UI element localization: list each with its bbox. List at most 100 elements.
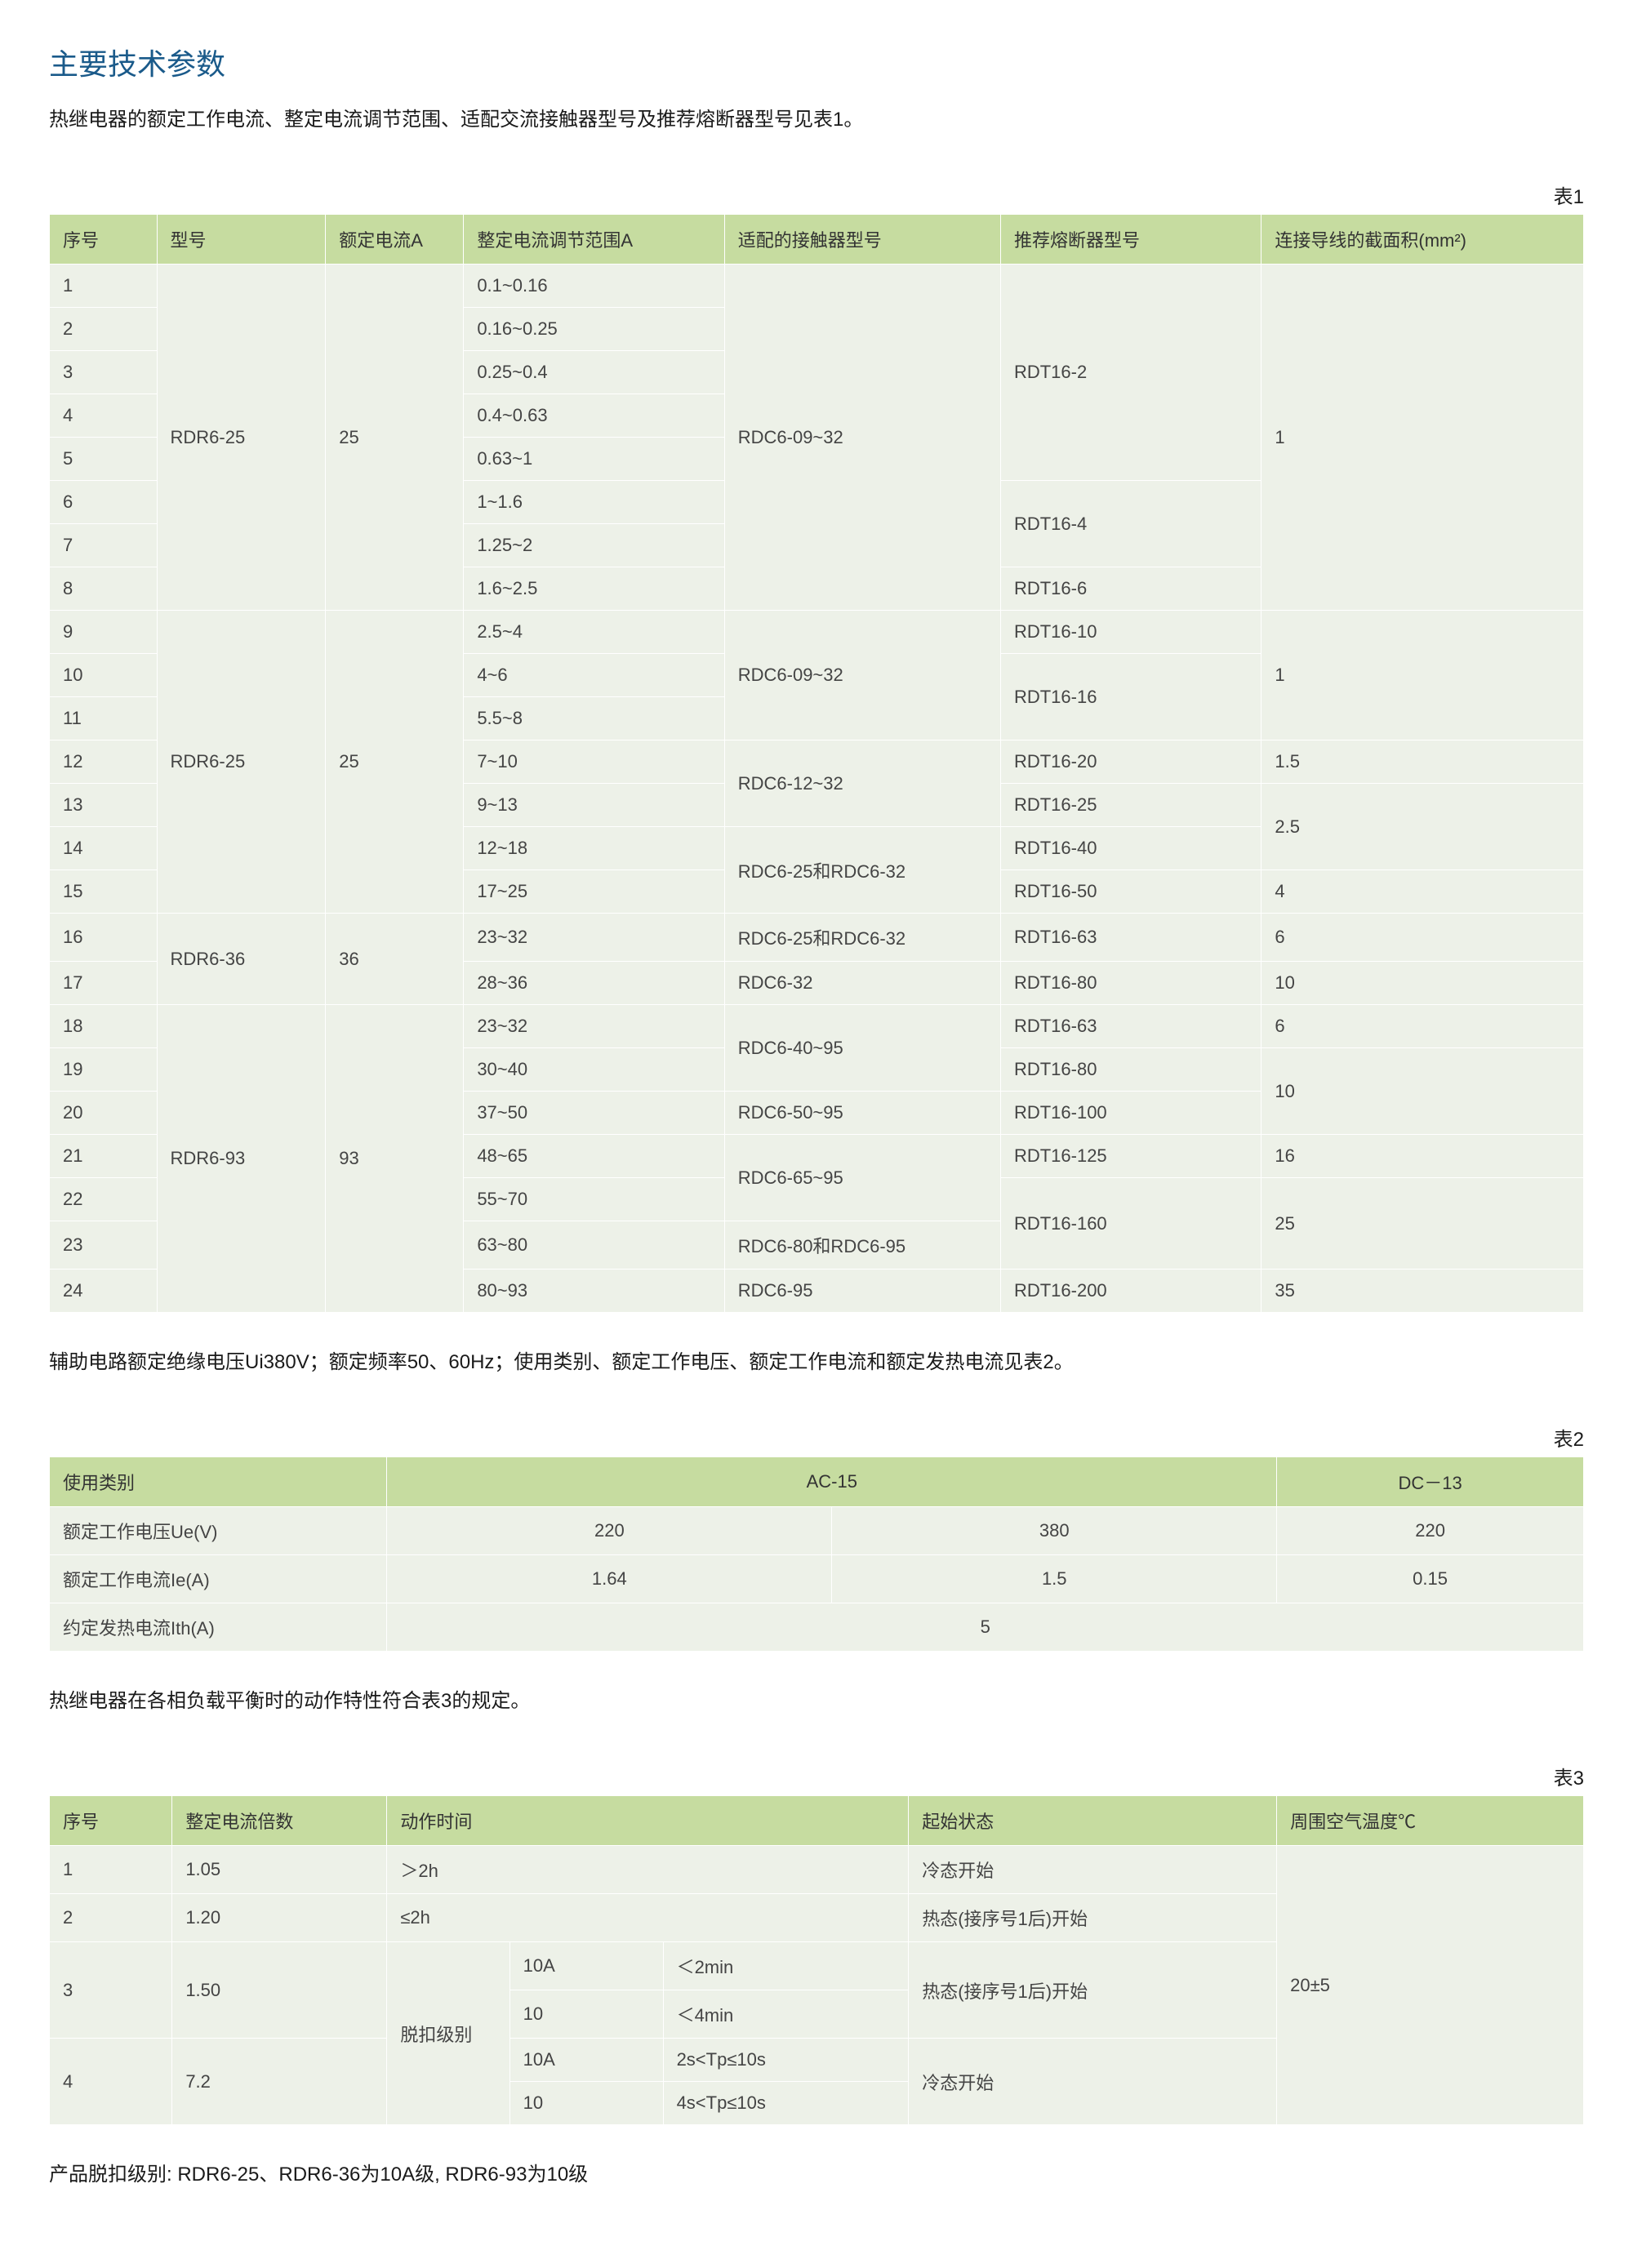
cell: 15 [50, 870, 158, 914]
cell: 10 [50, 654, 158, 697]
cell: RDT16-6 [1000, 567, 1261, 611]
cell: 热态(接序号1后)开始 [909, 1894, 1277, 1942]
cell: 12 [50, 740, 158, 784]
cell: 24 [50, 1270, 158, 1313]
t1-h-contactor: 适配的接触器型号 [724, 215, 1000, 265]
cell: 80~93 [464, 1270, 724, 1313]
cell: 2.5~4 [464, 611, 724, 654]
cell: 16 [1261, 1135, 1584, 1178]
cell: RDC6-95 [724, 1270, 1000, 1313]
cell: 25 [326, 265, 464, 611]
cell: 脱扣级别 [387, 1942, 509, 2125]
cell: 0.63~1 [464, 438, 724, 481]
table-row: 16 RDR6-36 36 23~32 RDC6-25和RDC6-32 RDT1… [50, 914, 1584, 962]
table-row: 9 RDR6-25 25 2.5~4 RDC6-09~32 RDT16-10 1 [50, 611, 1584, 654]
cell: RDT16-40 [1000, 827, 1261, 870]
intro-text-3: 热继电器在各相负载平衡时的动作特性符合表3的规定。 [49, 1684, 1584, 1713]
cell: ≤2h [387, 1894, 909, 1942]
cell: 整定电流倍数 [172, 1796, 387, 1846]
cell: RDT16-80 [1000, 1048, 1261, 1092]
cell: 20 [50, 1092, 158, 1135]
cell: 热态(接序号1后)开始 [909, 1942, 1277, 2039]
table-row: 约定发热电流Ith(A) 5 [50, 1603, 1584, 1652]
cell: RDT16-4 [1000, 481, 1261, 567]
t1-h-seq: 序号 [50, 215, 158, 265]
cell: 36 [326, 914, 464, 1005]
cell: RDT16-80 [1000, 962, 1261, 1005]
cell: 12~18 [464, 827, 724, 870]
cell: 28~36 [464, 962, 724, 1005]
cell: 1 [1261, 611, 1584, 740]
cell: ＞2h [387, 1846, 909, 1894]
cell: RDT16-200 [1000, 1270, 1261, 1313]
cell: 1.50 [172, 1942, 387, 2039]
cell: 冷态开始 [909, 1846, 1277, 1894]
cell: 10 [1261, 1048, 1584, 1135]
cell: 380 [832, 1507, 1277, 1555]
cell: 25 [326, 611, 464, 914]
table1-header-row: 序号 型号 额定电流A 整定电流调节范围A 适配的接触器型号 推荐熔断器型号 连… [50, 215, 1584, 265]
cell: 10A [509, 1942, 663, 1990]
cell: 1.6~2.5 [464, 567, 724, 611]
cell: 11 [50, 697, 158, 740]
cell: RDC6-09~32 [724, 265, 1000, 611]
cell: RDR6-93 [157, 1005, 326, 1313]
table-row: 18 RDR6-93 93 23~32 RDC6-40~95 RDT16-63 … [50, 1005, 1584, 1048]
cell: 14 [50, 827, 158, 870]
cell: 48~65 [464, 1135, 724, 1178]
cell: 4~6 [464, 654, 724, 697]
cell: RDT16-16 [1000, 654, 1261, 740]
table-1: 序号 型号 额定电流A 整定电流调节范围A 适配的接触器型号 推荐熔断器型号 连… [49, 214, 1584, 1313]
cell: RDR6-25 [157, 265, 326, 611]
cell: 6 [50, 481, 158, 524]
cell: 23~32 [464, 914, 724, 962]
cell: RDT16-25 [1000, 784, 1261, 827]
cell: 10 [509, 2082, 663, 2125]
t1-h-fuse: 推荐熔断器型号 [1000, 215, 1261, 265]
cell: RDC6-32 [724, 962, 1000, 1005]
table-row: 额定工作电流Ie(A) 1.64 1.5 0.15 [50, 1555, 1584, 1603]
cell: RDT16-125 [1000, 1135, 1261, 1178]
cell: 10A [509, 2039, 663, 2082]
table-2: 使用类别 AC-15 DC－13 额定工作电压Ue(V) 220 380 220… [49, 1456, 1584, 1652]
cell: 0.4~0.63 [464, 394, 724, 438]
cell: RDC6-65~95 [724, 1135, 1000, 1221]
cell: 起始状态 [909, 1796, 1277, 1846]
cell: 1.25~2 [464, 524, 724, 567]
cell: 18 [50, 1005, 158, 1048]
cell: RDC6-12~32 [724, 740, 1000, 827]
cell: RDT16-2 [1000, 265, 1261, 481]
cell: RDT16-20 [1000, 740, 1261, 784]
cell: 5.5~8 [464, 697, 724, 740]
t1-h-rated: 额定电流A [326, 215, 464, 265]
cell: 1 [1261, 265, 1584, 611]
cell: RDC6-40~95 [724, 1005, 1000, 1092]
cell: 55~70 [464, 1178, 724, 1221]
cell: 13 [50, 784, 158, 827]
intro-text-2: 辅助电路额定绝缘电压Ui380V；额定频率50、60Hz；使用类别、额定工作电压… [49, 1345, 1584, 1374]
cell: 0.15 [1277, 1555, 1584, 1603]
cell: 16 [50, 914, 158, 962]
cell: 21 [50, 1135, 158, 1178]
cell: 1~1.6 [464, 481, 724, 524]
cell: 2 [50, 308, 158, 351]
cell: 9~13 [464, 784, 724, 827]
cell: 10 [509, 1990, 663, 2039]
cell: 22 [50, 1178, 158, 1221]
table3-label: 表3 [49, 1762, 1584, 1790]
cell: 20±5 [1277, 1846, 1584, 2125]
t1-h-range: 整定电流调节范围A [464, 215, 724, 265]
cell: 约定发热电流Ith(A) [50, 1603, 387, 1652]
cell: 0.16~0.25 [464, 308, 724, 351]
t1-h-model: 型号 [157, 215, 326, 265]
table-3: 序号 整定电流倍数 动作时间 起始状态 周围空气温度℃ 1 1.05 ＞2h 冷… [49, 1795, 1584, 2125]
cell: 3 [50, 351, 158, 394]
cell: 0.25~0.4 [464, 351, 724, 394]
cell: 30~40 [464, 1048, 724, 1092]
cell: 2 [50, 1894, 172, 1942]
table-row: 1 1.05 ＞2h 冷态开始 20±5 [50, 1846, 1584, 1894]
cell: 4s<Tp≤10s [663, 2082, 909, 2125]
cell: 额定工作电流Ie(A) [50, 1555, 387, 1603]
cell: 3 [50, 1942, 172, 2039]
cell: 17 [50, 962, 158, 1005]
